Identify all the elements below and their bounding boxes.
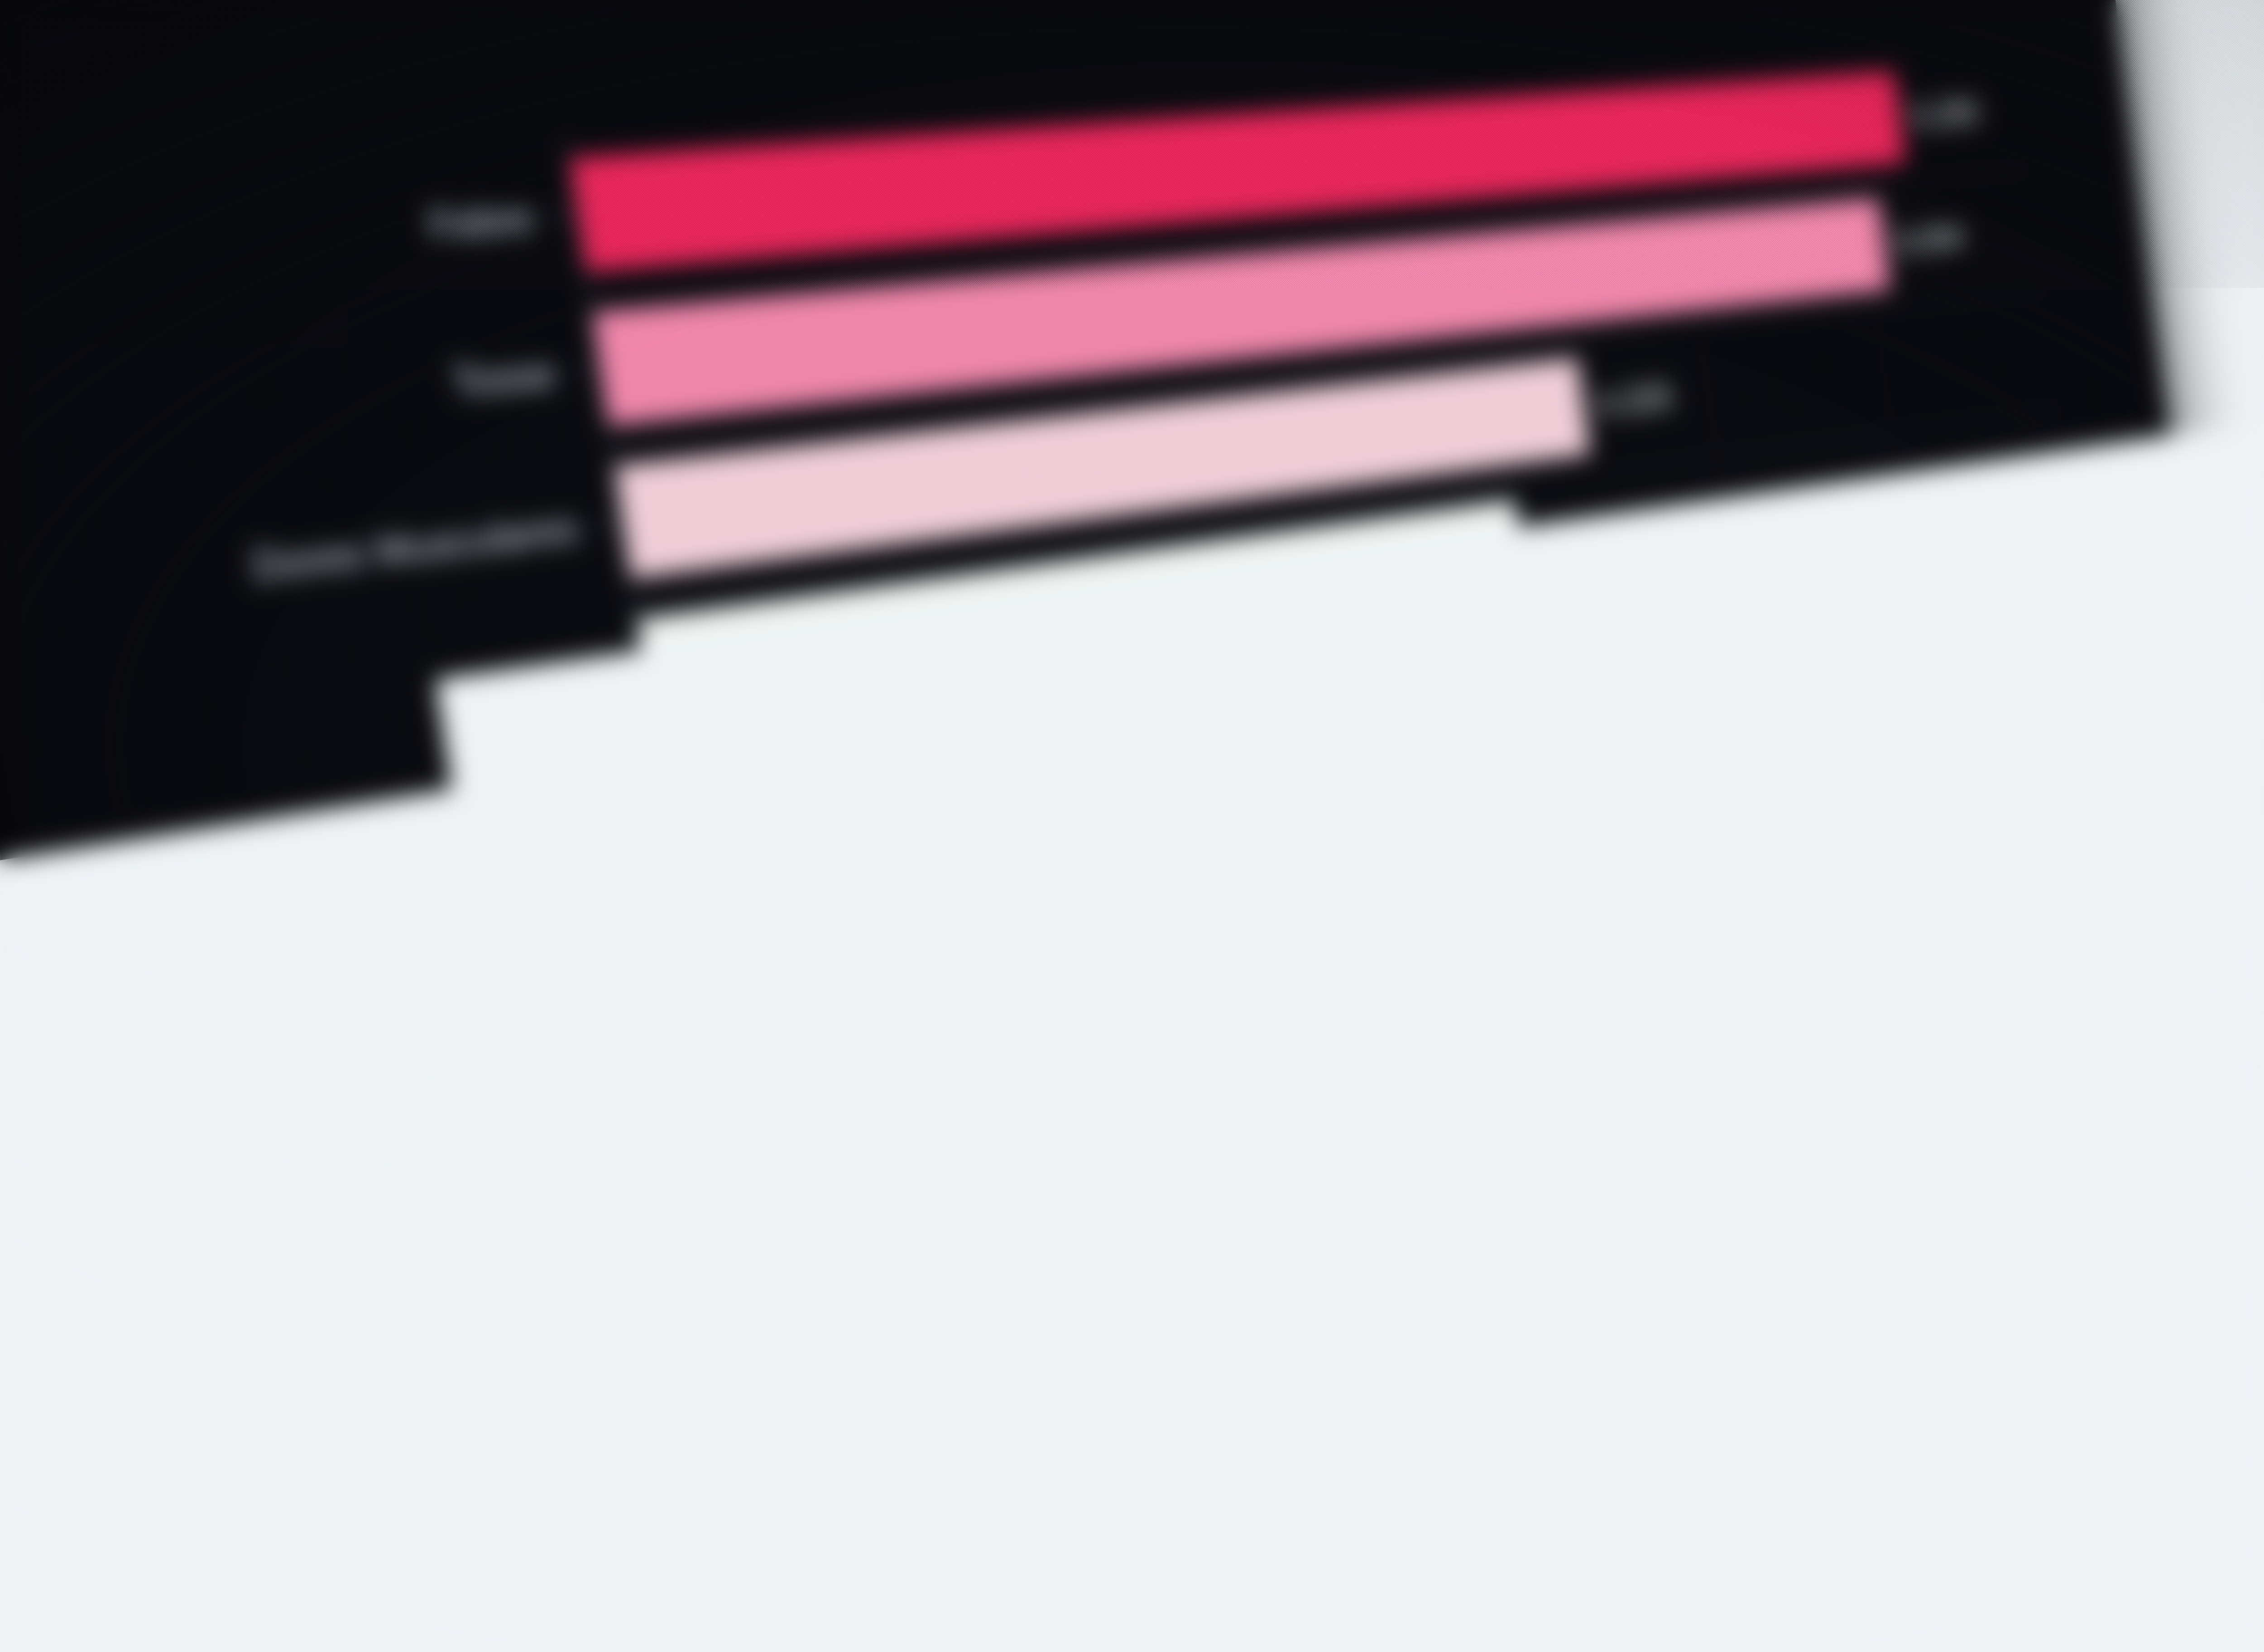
y-axis-tick [635,828,664,835]
y-axis-label: Dores Musculares [249,504,580,591]
y-axis-label: Anosmia [513,1117,670,1196]
monitor-screen: Confirmados Vila Nova de Gaia Lisboa Por… [0,0,2264,1652]
bar-value-label: 980 [966,1038,1034,1099]
page-title: Sintomas Registados [0,0,831,16]
bar-value-label: 3,908 [1533,514,1614,568]
screenshot-root: Confirmados Vila Nova de Gaia Lisboa Por… [0,0,2264,1652]
bar-value-label: 6,280 [1910,91,1981,136]
y-axis-tick [545,215,575,219]
bar-value-label: 4,326 [1595,374,1675,426]
y-axis-tick [568,369,598,374]
bar-value-label: 2,372 [1258,831,1347,892]
y-axis-tick [613,676,642,682]
y-axis-tick [657,980,686,987]
grid-line-vertical [1665,69,1784,965]
main-panel: Sintomas Registados Febre 6,280 Tosse 6,094… [0,0,2264,1652]
y-axis-tick [590,523,620,528]
grid-line-vertical [1843,58,1956,925]
bar-value-label: 3,210 [1413,667,1497,724]
y-axis-label: Febre [426,195,536,250]
y-axis-label: Cefaleias [433,658,603,729]
y-axis-label: Fraqueza Generalizada [196,812,626,931]
y-axis-tick [679,1131,708,1138]
bar-value-label: 6,094 [1895,216,1966,263]
y-axis-label: Dificuldade Respiratória [213,965,648,1095]
grid-line-vertical [2010,48,2118,888]
y-axis-label: Tosse [449,350,558,407]
monitor-perspective-wrapper: Confirmados Vila Nova de Gaia Lisboa Por… [0,0,2264,1652]
